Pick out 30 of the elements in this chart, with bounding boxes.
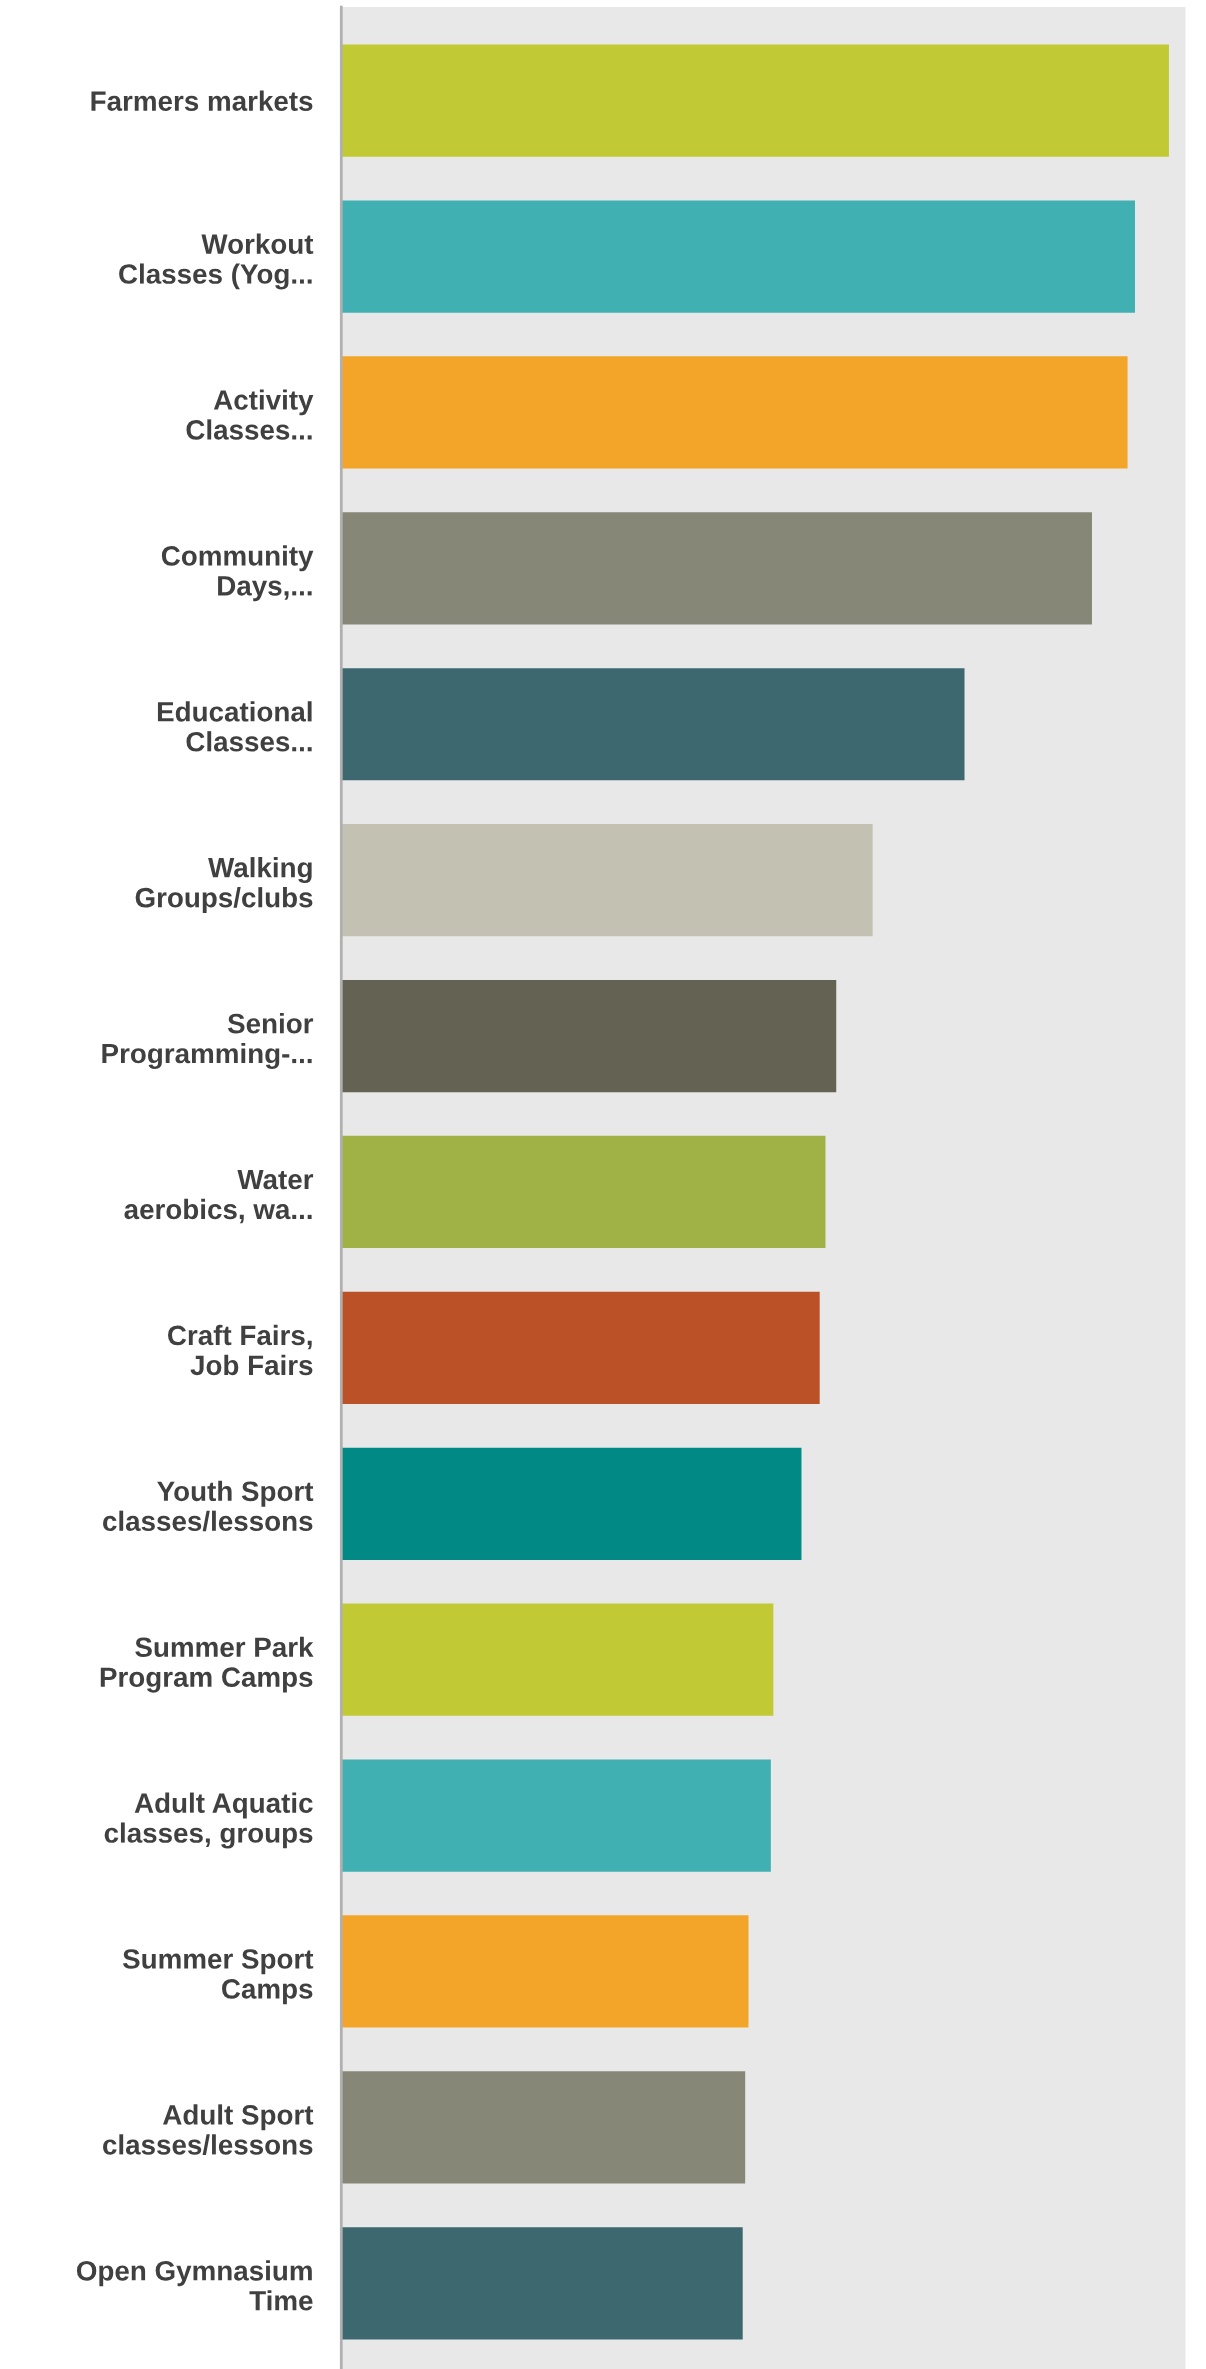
y-tick-label: Workout Classes (Yog...: [119, 233, 314, 290]
bar: [341, 1447, 802, 1560]
bar: [341, 1759, 771, 1872]
y-tick-label: Summer Park Program Camps: [100, 1636, 314, 1693]
y-tick-label: Senior Programming-...: [102, 1013, 314, 1069]
y-tick-label: Adult Aquatic classes, groups: [104, 1792, 313, 1849]
bar: [341, 668, 965, 781]
bar: [341, 2227, 743, 2340]
bar: [341, 1915, 749, 2028]
bar: [341, 1135, 826, 1249]
bar: [341, 2071, 746, 2184]
bar: [341, 44, 1169, 157]
y-tick-label: Farmers markets: [91, 90, 313, 111]
y-tick-label: Educational Classes...: [157, 701, 312, 752]
bar: [341, 824, 873, 937]
bar: [341, 200, 1136, 313]
y-tick-label: Adult Sport classes/lessons: [103, 2104, 314, 2155]
bar: [341, 1603, 774, 1716]
y-tick-label: Walking Groups/clubs: [135, 857, 313, 914]
y-tick-label: Open Gymnasium Time: [76, 2260, 313, 2311]
y-tick-label: Community Days,...: [161, 545, 314, 602]
y-tick-label: Youth Sport classes/lessons: [103, 1480, 314, 1532]
y-tick-label: Activity Classes...: [186, 389, 314, 440]
bar: [341, 1291, 820, 1404]
bar: [341, 979, 837, 1093]
bar: [341, 356, 1128, 469]
y-tick-label: Craft Fairs, Job Fairs: [168, 1324, 313, 1376]
y-tick-label: Summer Sport Camps: [122, 1949, 314, 2005]
bar: [341, 512, 1092, 625]
y-tick-label: Water aerobics, wa...: [124, 1169, 314, 1224]
